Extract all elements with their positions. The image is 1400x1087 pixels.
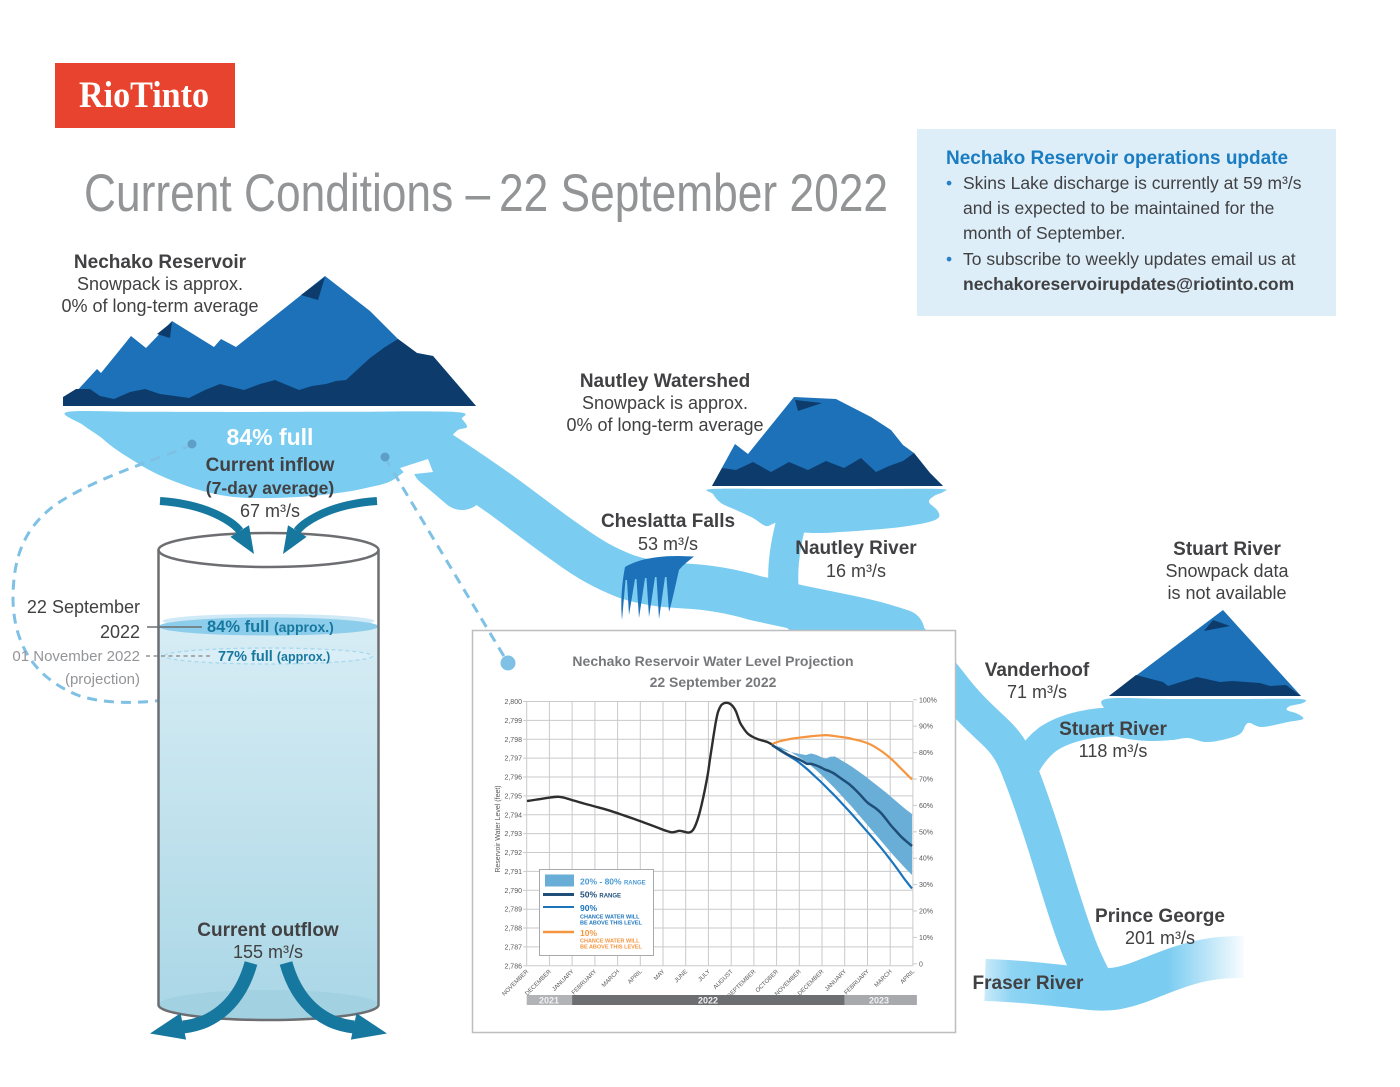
svg-text:90%: 90% — [919, 724, 933, 731]
svg-text:Skins Lake discharge is curren: Skins Lake discharge is currently at 59 … — [963, 173, 1302, 193]
svg-text:2,798: 2,798 — [504, 737, 522, 744]
svg-text:2,787: 2,787 — [504, 944, 522, 951]
svg-text:(projection): (projection) — [65, 671, 140, 688]
svg-text:30%: 30% — [919, 882, 933, 889]
svg-text:10%: 10% — [919, 935, 933, 942]
svg-text:22 September 2022: 22 September 2022 — [650, 674, 777, 690]
svg-text:2021: 2021 — [539, 996, 559, 1006]
svg-text:2,793: 2,793 — [504, 831, 522, 838]
svg-text:Current outflow: Current outflow — [197, 920, 339, 941]
svg-text:Cheslatta Falls: Cheslatta Falls — [601, 511, 735, 532]
svg-text:is not available: is not available — [1167, 583, 1286, 603]
svg-text:•: • — [946, 173, 952, 193]
svg-text:2,794: 2,794 — [504, 812, 522, 819]
svg-text:Snowpack data: Snowpack data — [1165, 561, 1289, 581]
svg-text:month of September.: month of September. — [963, 223, 1125, 243]
svg-text:155 m³/s: 155 m³/s — [233, 942, 303, 962]
svg-text:2,795: 2,795 — [504, 793, 522, 800]
svg-text:Prince George: Prince George — [1095, 906, 1225, 927]
svg-text:100%: 100% — [919, 697, 937, 704]
svg-text:Nechako Reservoir: Nechako Reservoir — [74, 252, 247, 273]
svg-text:22 September: 22 September — [27, 597, 140, 617]
svg-text:71 m³/s: 71 m³/s — [1007, 682, 1067, 702]
svg-text:0% of long-term average: 0% of long-term average — [566, 415, 763, 435]
svg-text:90%: 90% — [580, 903, 597, 913]
svg-text:Nautley Watershed: Nautley Watershed — [580, 371, 750, 392]
svg-text:2,791: 2,791 — [504, 869, 522, 876]
svg-text:Current Conditions – 22 Septem: Current Conditions – 22 September 2022 — [84, 164, 888, 223]
svg-text:BE ABOVE THIS LEVEL: BE ABOVE THIS LEVEL — [580, 945, 642, 951]
svg-text:67 m³/s: 67 m³/s — [240, 501, 300, 521]
svg-text:20% - 80% RANGE: 20% - 80% RANGE — [580, 877, 646, 887]
svg-text:2,789: 2,789 — [504, 907, 522, 914]
svg-text:20%: 20% — [919, 909, 933, 916]
svg-text:Stuart River: Stuart River — [1059, 719, 1167, 740]
svg-text:CHANCE WATER WILL: CHANCE WATER WILL — [580, 939, 640, 945]
svg-text:RioTinto: RioTinto — [79, 75, 209, 116]
svg-text:53 m³/s: 53 m³/s — [638, 534, 698, 554]
svg-text:(7-day average): (7-day average) — [206, 478, 334, 498]
svg-text:10%: 10% — [580, 928, 597, 938]
svg-text:Nechako Reservoir Water Level: Nechako Reservoir Water Level Projection — [572, 653, 853, 669]
svg-text:2,792: 2,792 — [504, 850, 522, 857]
svg-text:84% full (approx.): 84% full (approx.) — [207, 618, 334, 636]
svg-text:Fraser River: Fraser River — [973, 973, 1085, 994]
svg-text:BE ABOVE THIS LEVEL: BE ABOVE THIS LEVEL — [580, 921, 642, 927]
svg-text:2,799: 2,799 — [504, 718, 522, 725]
svg-text:201 m³/s: 201 m³/s — [1125, 928, 1195, 948]
svg-text:Snowpack is approx.: Snowpack is approx. — [582, 393, 748, 413]
svg-text:2,796: 2,796 — [504, 775, 522, 782]
svg-text:2,800: 2,800 — [504, 699, 522, 706]
svg-text:2,797: 2,797 — [504, 756, 522, 763]
svg-text:Nautley River: Nautley River — [795, 538, 917, 559]
svg-text:16 m³/s: 16 m³/s — [826, 561, 886, 581]
svg-text:84% full: 84% full — [227, 424, 314, 450]
svg-text:40%: 40% — [919, 856, 933, 863]
svg-text:70%: 70% — [919, 777, 933, 784]
svg-text:Stuart River: Stuart River — [1173, 539, 1281, 560]
svg-text:77% full (approx.): 77% full (approx.) — [218, 649, 330, 665]
svg-text:0: 0 — [919, 961, 923, 968]
svg-text:60%: 60% — [919, 803, 933, 810]
svg-text:Current inflow: Current inflow — [206, 455, 335, 476]
svg-text:and is expected to be maintain: and is expected to be maintained for the — [963, 198, 1274, 218]
svg-text:2023: 2023 — [869, 996, 889, 1006]
svg-text:50% RANGE: 50% RANGE — [580, 890, 621, 900]
svg-text:2,790: 2,790 — [504, 888, 522, 895]
svg-text:2022: 2022 — [100, 622, 140, 642]
svg-text:2,786: 2,786 — [504, 963, 522, 970]
svg-text:2,788: 2,788 — [504, 926, 522, 933]
svg-text:CHANCE WATER WILL: CHANCE WATER WILL — [580, 915, 640, 921]
svg-text:•: • — [946, 249, 952, 269]
svg-text:Snowpack is approx.: Snowpack is approx. — [77, 274, 243, 294]
svg-text:80%: 80% — [919, 750, 933, 757]
svg-text:Reservoir Water Level (feet): Reservoir Water Level (feet) — [495, 785, 502, 872]
svg-text:nechakoreservoirupdates@riotin: nechakoreservoirupdates@riotinto.com — [963, 274, 1294, 294]
svg-text:Nechako Reservoir operations u: Nechako Reservoir operations update — [946, 148, 1288, 169]
svg-text:Vanderhoof: Vanderhoof — [985, 660, 1090, 681]
svg-text:2022: 2022 — [698, 996, 718, 1006]
svg-text:01 November 2022: 01 November 2022 — [12, 648, 140, 665]
svg-text:118 m³/s: 118 m³/s — [1079, 741, 1148, 761]
svg-text:To subscribe to weekly updates: To subscribe to weekly updates email us … — [963, 249, 1296, 269]
svg-text:0% of long-term average: 0% of long-term average — [61, 296, 258, 316]
svg-text:50%: 50% — [919, 829, 933, 836]
